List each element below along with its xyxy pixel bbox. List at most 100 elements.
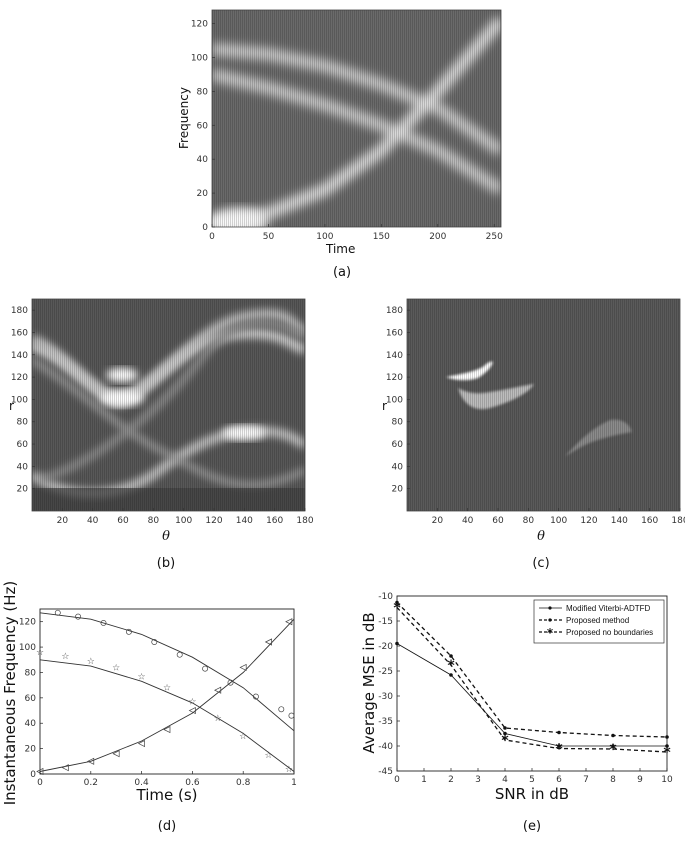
d-marker-star: ☆ bbox=[87, 657, 95, 667]
x-ticks-d: 0 0.2 0.4 0.6 0.8 1 bbox=[37, 771, 297, 788]
x-tick-label: 100 bbox=[550, 516, 567, 526]
y-tick-label: 180 bbox=[386, 306, 403, 316]
d-marker-star: ☆ bbox=[36, 648, 44, 658]
x-tick-label: 5 bbox=[529, 775, 535, 785]
d-marker-circle bbox=[288, 712, 295, 719]
y-tick-label: 80 bbox=[392, 418, 404, 428]
d-marker-triangle bbox=[163, 726, 171, 734]
x-tick-label: 250 bbox=[486, 232, 503, 242]
e-marker-dot bbox=[665, 735, 669, 739]
y-tick-label: 120 bbox=[19, 618, 36, 628]
legend-marker-asterisk: * bbox=[547, 626, 554, 640]
x-axis-label-d: Time (s) bbox=[136, 786, 198, 804]
d-markers: ☆ ☆ ☆ ☆ ☆ ☆ ☆ ☆ ☆ ☆ ☆ bbox=[36, 609, 295, 776]
y-tick-label: -40 bbox=[378, 742, 393, 752]
y-ticks-a: 0 20 40 60 80 100 120 bbox=[191, 20, 215, 233]
y-tick-label: 100 bbox=[386, 395, 403, 405]
e-marker-dot bbox=[611, 744, 615, 748]
x-tick-label: 2 bbox=[448, 775, 454, 785]
y-tick-label: -30 bbox=[378, 692, 393, 702]
y-ticks-e: -10 -15 -20 -25 -30 -35 -40 -45 bbox=[378, 592, 400, 777]
d-true-if-curve-2 bbox=[39, 659, 295, 772]
x-tick-label: 0 bbox=[37, 778, 43, 788]
x-tick-label: 140 bbox=[611, 516, 628, 526]
y-tick-label: -35 bbox=[378, 717, 393, 727]
x-tick-label: 6 bbox=[556, 775, 562, 785]
x-ticks-a: 0 50 100 150 200 250 bbox=[209, 224, 503, 242]
legend-entry-3: Proposed no boundaries bbox=[566, 628, 653, 637]
d-marker-triangle bbox=[137, 739, 145, 748]
x-tick-label: 0.6 bbox=[185, 778, 200, 788]
y-ticks-b: 20 40 60 80 100 120 140 160 180 bbox=[11, 306, 35, 495]
d-marker-triangle bbox=[214, 686, 222, 694]
x-tick-label: 60 bbox=[117, 516, 129, 526]
x-tick-label: 180 bbox=[671, 516, 685, 526]
e-marker-dot bbox=[449, 673, 453, 677]
d-marker-triangle bbox=[285, 618, 293, 626]
x-tick-label: 40 bbox=[87, 516, 99, 526]
e-marker-dot bbox=[503, 726, 507, 730]
e-series-line-2 bbox=[396, 602, 668, 738]
legend-box-e bbox=[533, 599, 665, 644]
y-tick-label: -25 bbox=[378, 667, 393, 677]
d-marker-star: ☆ bbox=[112, 663, 120, 673]
panel-d-instantaneous-frequency: ☆ ☆ ☆ ☆ ☆ ☆ ☆ ☆ ☆ ☆ ☆ 0 0.2 0.4 0.6 0.8 1 0 20 40 60 80 100 1… bbox=[1, 581, 297, 834]
y-tick-label: 120 bbox=[191, 20, 208, 30]
x-tick-label: 80 bbox=[523, 516, 535, 526]
e-marker-asterisk: * bbox=[393, 601, 401, 617]
d-marker-circle bbox=[278, 706, 285, 713]
d-marker-star: ☆ bbox=[239, 732, 247, 742]
y-tick-label: 80 bbox=[17, 418, 29, 428]
x-axis-label-e: SNR in dB bbox=[495, 785, 569, 803]
d-marker-star: ☆ bbox=[61, 652, 69, 662]
d-marker-star: ☆ bbox=[138, 672, 146, 682]
x-ticks-b: 20 40 60 80 100 120 140 160 180 bbox=[57, 508, 314, 526]
y-tick-label: 80 bbox=[25, 668, 37, 678]
y-tick-label: -10 bbox=[378, 592, 393, 602]
plot-frame-d bbox=[39, 608, 295, 775]
y-tick-label: 20 bbox=[25, 745, 37, 755]
y-tick-label: -20 bbox=[378, 642, 393, 652]
d-true-if-curve-1 bbox=[39, 612, 295, 732]
x-tick-label: 80 bbox=[148, 516, 160, 526]
d-marker-star: ☆ bbox=[214, 714, 222, 724]
y-tick-label: 40 bbox=[197, 155, 209, 165]
x-tick-label: 180 bbox=[296, 516, 313, 526]
e-marker-asterisk: * bbox=[663, 745, 671, 761]
y-tick-label: 140 bbox=[11, 351, 28, 361]
x-tick-label: 3 bbox=[475, 775, 481, 785]
y-axis-label-c: r bbox=[382, 399, 387, 413]
x-tick-label: 50 bbox=[263, 232, 275, 242]
y-tick-label: 120 bbox=[11, 373, 28, 383]
d-marker-circle bbox=[100, 620, 107, 626]
d-marker-circle bbox=[151, 639, 158, 645]
panel-a-spectrogram: 0 50 100 150 200 250 0 20 40 60 80 100 120 Time Fre… bbox=[177, 9, 503, 280]
panel-b-radon-transform: 20 40 60 80 100 120 140 160 180 20 40 60 80 100 120 14… bbox=[9, 298, 314, 571]
y-ticks-c: 20 40 60 80 100 120 140 160 180 bbox=[386, 306, 410, 495]
y-tick-label: 100 bbox=[19, 643, 36, 653]
e-marker-dot bbox=[449, 654, 453, 658]
y-tick-label: 60 bbox=[17, 440, 29, 450]
e-marker-asterisk: * bbox=[501, 733, 509, 749]
e-marker-dot bbox=[611, 733, 615, 738]
y-tick-label: 60 bbox=[392, 440, 404, 450]
y-tick-label: 20 bbox=[17, 485, 29, 495]
e-marker-dot bbox=[503, 731, 507, 736]
panel-e-mse-vs-snr: * * * * * * 0 1 2 3 4 5 6 7 8 9 10 -10 -15 -20 -25 -30 -35 -4… bbox=[360, 592, 673, 834]
x-tick-label: 160 bbox=[266, 516, 283, 526]
x-tick-label: 4 bbox=[502, 775, 508, 785]
y-tick-label: -15 bbox=[378, 617, 393, 627]
x-tick-label: 9 bbox=[637, 775, 643, 785]
d-marker-triangle bbox=[264, 638, 272, 646]
e-marker-dot bbox=[557, 730, 561, 735]
x-tick-label: 8 bbox=[610, 775, 616, 785]
y-tick-label: 0 bbox=[202, 223, 208, 233]
y-tick-label: 60 bbox=[197, 121, 209, 131]
y-ticks-d: 0 20 40 60 80 100 120 bbox=[19, 618, 43, 780]
x-ticks-c: 20 40 60 80 100 120 140 160 180 bbox=[432, 508, 685, 526]
x-tick-label: 200 bbox=[429, 232, 446, 242]
d-marker-star: ☆ bbox=[285, 765, 293, 775]
caption-e: (e) bbox=[523, 819, 541, 834]
y-tick-label: 0 bbox=[30, 770, 36, 780]
y-tick-label: 180 bbox=[11, 306, 28, 316]
